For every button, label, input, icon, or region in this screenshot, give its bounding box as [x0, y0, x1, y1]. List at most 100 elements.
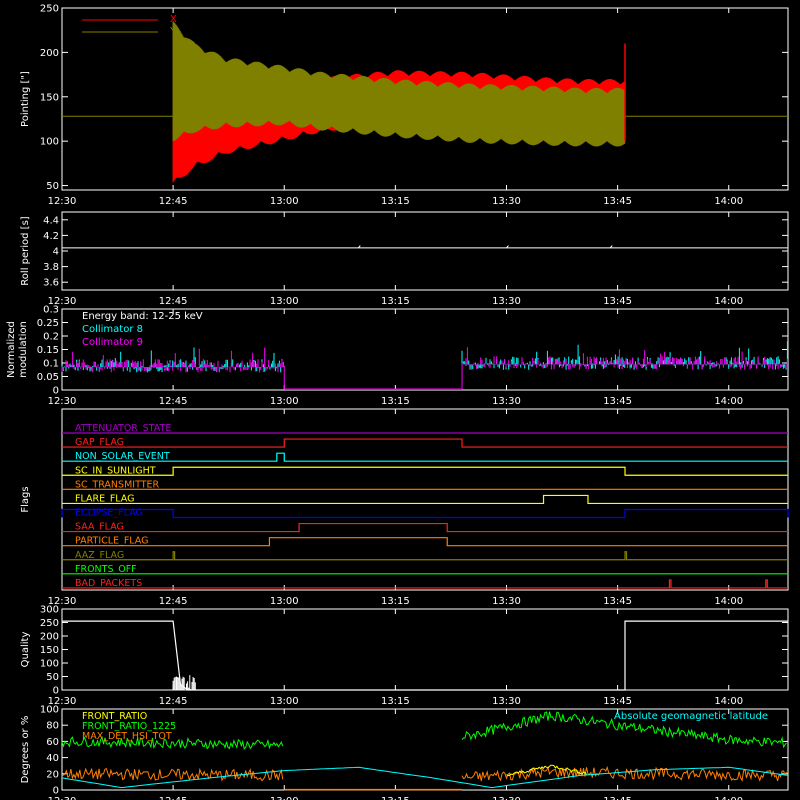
quality-panel: 12:30 12:45 13:00 13:15 13:30 13:45 14:00 0 50 10…: [20, 605, 789, 707]
pointing-xtick-label: 13:30: [492, 196, 521, 207]
flags-xtick-label: 13:00: [270, 596, 299, 607]
flag-label: GAP_FLAG: [75, 437, 124, 448]
pointing-frame: [61, 7, 789, 191]
pointing-ytick-label: 150: [40, 92, 59, 103]
fronts-xtick-label: 12:45: [159, 796, 188, 800]
flag-label: FLARE_FLAG: [75, 493, 135, 504]
fronts-xtick-label: 12:30: [48, 796, 77, 800]
modulation-panel: 12:30 12:45 13:00 13:15 13:30 13:45 14:00 0 0.05…: [6, 305, 789, 407]
quality-ytick-label: 50: [46, 672, 59, 683]
fronts-xtick-label: 13:15: [381, 796, 410, 800]
pointing-xtick-label: 14:00: [714, 196, 743, 207]
fronts-ytick-label: 80: [46, 721, 59, 732]
modulation-xtick-label: 13:00: [270, 396, 299, 407]
flag-line-eclipse_flag: [61, 508, 789, 519]
flags-xtick-label: 13:15: [381, 596, 410, 607]
pointing-ytick-label: 50: [46, 181, 59, 192]
flags-xtick-label: 13:30: [492, 596, 521, 607]
flag-line-flare_flag: [62, 494, 788, 505]
modulation-ytick-label: 0.1: [43, 359, 59, 370]
fronts-xtick-label: 13:30: [492, 796, 521, 800]
flag-line-sc_in_sunlight: [62, 466, 788, 476]
roll-ytick-label: 4.4: [43, 215, 59, 226]
pointing-series-y: [172, 21, 626, 147]
modulation-ytick-label: 0.2: [43, 332, 59, 343]
quality-xtick-label: 13:45: [603, 696, 632, 707]
flags-xtick-label: 13:45: [603, 596, 632, 607]
roll-ytick-label: 4.2: [43, 231, 59, 242]
fronts-series-max_det_hsi_tot: [61, 765, 787, 782]
roll-xtick-label: 13:15: [381, 296, 410, 307]
fronts-ytick-label: 0: [53, 786, 59, 797]
modulation-ylabel-2: modulation: [18, 321, 29, 378]
flags-ylabel: Flags: [20, 486, 31, 512]
quality-ylabel: Quality: [20, 632, 31, 668]
modulation-annotation: Energy band: 12-25 keV: [82, 311, 203, 322]
roll-xtick-label: 12:45: [159, 296, 188, 307]
flag-label: SC_IN_SUNLIGHT: [75, 465, 156, 476]
roll-xtick-label: 14:00: [714, 296, 743, 307]
quality-ytick-label: 200: [40, 632, 59, 643]
quality-ytick-label: 0: [53, 686, 59, 697]
flags-xtick-label: 14:00: [714, 596, 743, 607]
fronts-legend-label: MAX_DET_HSI_TOT: [82, 731, 172, 742]
modulation-xtick-label: 14:00: [714, 396, 743, 407]
modulation-ytick-label: 0: [53, 386, 59, 397]
modulation-ytick-label: 0.05: [37, 372, 59, 383]
modulation-xtick-label: 13:15: [381, 396, 410, 407]
pointing-ytick-label: 200: [40, 48, 59, 59]
pointing-legend-label: Y: [169, 26, 177, 37]
roll-xtick-label: 13:30: [492, 296, 521, 307]
quality-xtick-label: 12:45: [159, 696, 188, 707]
modulation-ytick-label: 0.3: [43, 305, 59, 316]
pointing-xtick-label: 13:00: [270, 196, 299, 207]
quality-series-line: [62, 620, 788, 691]
flag-line-aaz_flag: [62, 551, 788, 561]
pointing-xtick-label: 13:45: [603, 196, 632, 207]
quality-ytick-label: 300: [40, 605, 59, 616]
flag-line-bad_packets: [62, 579, 788, 589]
fronts-panel: 12:30 12:45 13:00 13:15 13:30 13:45 14:00 0 20 40…: [20, 705, 789, 800]
flag-label: NON_SOLAR_EVENT: [75, 451, 170, 462]
modulation-legend-label: Collimator 9: [82, 337, 143, 348]
modulation-series-8: [61, 341, 788, 373]
modulation-xtick-label: 12:45: [159, 396, 188, 407]
quality-ytick-label: 150: [40, 645, 59, 656]
roll-blip: [506, 245, 509, 249]
flag-label: SAA_FLAG: [75, 522, 124, 533]
modulation-xtick-label: 13:30: [492, 396, 521, 407]
fronts-series-front_ratio: [506, 764, 587, 777]
modulation-ylabel: Normalized: [6, 321, 17, 378]
flag-label: AAZ_FLAG: [75, 550, 124, 561]
roll-xtick-label: 12:30: [48, 296, 77, 307]
quality-xtick-label: 13:00: [270, 696, 299, 707]
fronts-ytick-label: 60: [46, 737, 59, 748]
fronts-series-absolute-geomagnetic-latitude: [61, 766, 789, 789]
flags-xtick-label: 12:45: [159, 596, 188, 607]
roll-panel: 12:30 12:45 13:00 13:15 13:30 13:45 14:00 3.6 3.…: [20, 211, 789, 307]
quality-xtick-label: 12:30: [48, 696, 77, 707]
roll-xtick-label: 13:00: [270, 296, 299, 307]
quality-spikes: [172, 675, 196, 690]
roll-ytick-label: 3.6: [43, 278, 59, 289]
fronts-legend-label: FRONT_RATIO: [82, 711, 147, 722]
flag-label: SC_TRANSMITTER: [75, 479, 160, 490]
pointing-ytick-label: 100: [40, 137, 59, 148]
fronts-series-front_ratio_1225: [61, 711, 787, 750]
roll-ylabel: Roll period [s]: [20, 216, 31, 285]
flag-line-saa_flag: [62, 522, 788, 533]
flag-label: FRONTS_OFF: [75, 564, 137, 575]
flag-label: BAD_PACKETS: [75, 578, 142, 589]
flag-label: PARTICLE_FLAG: [75, 536, 148, 547]
quality-xtick-label: 14:00: [714, 696, 743, 707]
pointing-xtick-label: 13:15: [381, 196, 410, 207]
pointing-ylabel: Pointing ["]: [20, 71, 31, 127]
modulation-ytick-label: 0.15: [37, 345, 59, 356]
fronts-xtick-label: 14:00: [714, 796, 743, 800]
pointing-ytick-label: 250: [40, 4, 59, 15]
fronts-ylabel: Degrees or %: [20, 716, 31, 784]
quality-xtick-label: 13:30: [492, 696, 521, 707]
flag-line-non_solar_event: [62, 452, 788, 462]
flags-frame: [61, 408, 789, 591]
